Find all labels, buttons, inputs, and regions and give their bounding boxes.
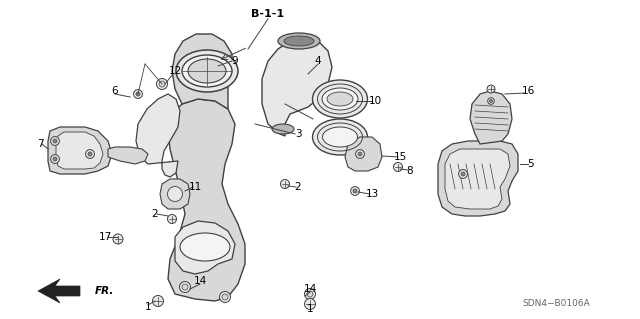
Text: 12: 12 <box>168 66 182 76</box>
Ellipse shape <box>220 292 230 302</box>
Ellipse shape <box>180 233 230 261</box>
Ellipse shape <box>307 291 313 297</box>
Text: B-1-1: B-1-1 <box>252 9 285 19</box>
Ellipse shape <box>152 295 163 307</box>
Polygon shape <box>172 34 232 109</box>
Ellipse shape <box>358 152 362 156</box>
Ellipse shape <box>490 100 493 102</box>
Ellipse shape <box>86 150 95 159</box>
Ellipse shape <box>188 59 226 83</box>
Ellipse shape <box>176 50 238 92</box>
Polygon shape <box>168 99 245 301</box>
Text: 14: 14 <box>193 276 207 286</box>
Ellipse shape <box>134 90 143 98</box>
Ellipse shape <box>278 33 320 49</box>
Ellipse shape <box>272 124 294 134</box>
Ellipse shape <box>312 80 367 118</box>
Ellipse shape <box>284 36 314 46</box>
Ellipse shape <box>305 299 316 309</box>
Text: SDN4−B0106A: SDN4−B0106A <box>522 300 590 308</box>
Polygon shape <box>136 94 180 177</box>
Text: 4: 4 <box>315 56 321 66</box>
Text: FR.: FR. <box>95 286 115 296</box>
Ellipse shape <box>488 98 494 104</box>
Polygon shape <box>56 132 103 169</box>
Polygon shape <box>262 39 332 136</box>
Text: 1: 1 <box>145 302 151 312</box>
Text: 17: 17 <box>99 232 111 242</box>
Ellipse shape <box>351 187 360 196</box>
Ellipse shape <box>327 92 353 106</box>
Ellipse shape <box>113 234 123 244</box>
Ellipse shape <box>51 137 60 145</box>
Polygon shape <box>438 141 518 216</box>
Ellipse shape <box>356 150 364 159</box>
Ellipse shape <box>394 162 403 172</box>
Ellipse shape <box>53 139 57 143</box>
Text: 14: 14 <box>303 284 317 294</box>
Ellipse shape <box>51 155 60 163</box>
Polygon shape <box>48 127 112 174</box>
Text: 7: 7 <box>36 139 44 149</box>
Text: 9: 9 <box>232 56 238 66</box>
Text: 1: 1 <box>307 304 314 314</box>
Polygon shape <box>38 279 80 303</box>
Text: 2: 2 <box>152 209 158 219</box>
Text: 11: 11 <box>188 182 202 192</box>
Ellipse shape <box>182 55 232 87</box>
Ellipse shape <box>179 281 191 293</box>
Ellipse shape <box>53 157 57 161</box>
Ellipse shape <box>280 180 289 189</box>
Text: 5: 5 <box>527 159 533 169</box>
Ellipse shape <box>168 187 182 202</box>
Polygon shape <box>108 147 148 164</box>
Text: 10: 10 <box>369 96 381 106</box>
Text: 13: 13 <box>365 189 379 199</box>
Ellipse shape <box>353 189 357 193</box>
Polygon shape <box>470 91 512 144</box>
Polygon shape <box>175 221 235 274</box>
Text: 2: 2 <box>294 182 301 192</box>
Ellipse shape <box>487 85 495 93</box>
Ellipse shape <box>159 81 165 87</box>
Ellipse shape <box>312 119 367 155</box>
Text: 15: 15 <box>394 152 406 162</box>
Ellipse shape <box>136 92 140 96</box>
Text: 3: 3 <box>294 129 301 139</box>
Ellipse shape <box>459 170 467 178</box>
Polygon shape <box>345 137 382 171</box>
Ellipse shape <box>182 284 188 290</box>
Ellipse shape <box>168 214 177 224</box>
Ellipse shape <box>305 288 316 300</box>
Text: 16: 16 <box>522 86 534 96</box>
Polygon shape <box>160 179 190 209</box>
Ellipse shape <box>322 88 358 110</box>
Ellipse shape <box>222 294 228 300</box>
Text: 6: 6 <box>112 86 118 96</box>
Ellipse shape <box>157 78 168 90</box>
Ellipse shape <box>461 172 465 176</box>
Text: 8: 8 <box>406 166 413 176</box>
Polygon shape <box>445 149 510 209</box>
Ellipse shape <box>323 127 358 147</box>
Ellipse shape <box>88 152 92 156</box>
